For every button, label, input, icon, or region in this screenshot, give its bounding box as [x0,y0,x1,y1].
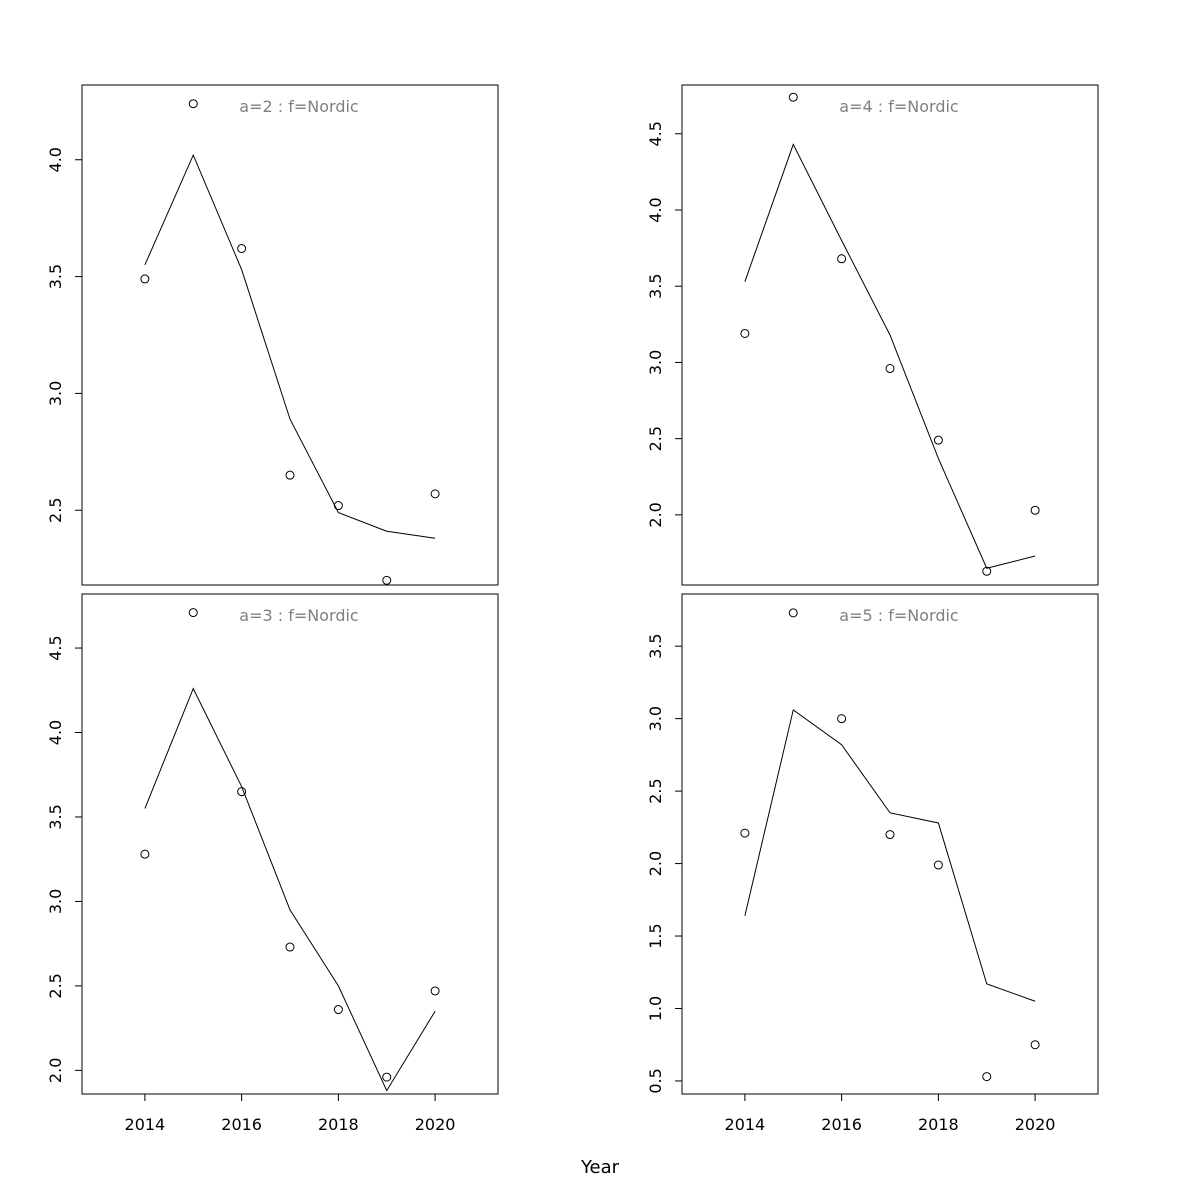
panel-a3: a=3 : f=Nordic 2.0 2.5 3.0 3.5 4.0 4.5 2014 2016… [46,593,499,1134]
observed-point [885,830,895,840]
x-axis-title: Year [580,1157,620,1178]
observed-point [788,608,798,618]
observed-point [285,470,295,480]
panel-title: a=4 : f=Nordic [839,97,958,116]
x-tick-label: 2016 [221,1115,262,1134]
observed-point [237,244,247,254]
y-tick-label: 4.5 [46,635,65,660]
y-axis: 0.5 1.0 1.5 2.0 2.5 3.0 3.5 [646,633,683,1094]
y-tick-label: 2.5 [46,973,65,998]
y-tick-label: 3.0 [46,889,65,914]
y-tick-label: 4.0 [46,147,65,172]
x-axis: 2014 2016 2018 2020 [725,1093,1056,1134]
y-axis: 2.0 2.5 3.0 3.5 4.0 4.5 [646,121,683,528]
y-tick-label: 1.0 [646,996,665,1021]
observed-point [237,787,247,797]
fitted-line [144,153,436,539]
observed-point [382,575,392,585]
x-tick-label: 2016 [821,1115,862,1134]
x-tick-label: 2014 [125,1115,166,1134]
fitted-line [144,687,436,1092]
y-tick-label: 3.5 [46,804,65,829]
observed-point [933,860,943,870]
y-tick-label: 2.0 [46,1058,65,1083]
y-tick-label: 0.5 [646,1068,665,1093]
fitted-line [744,143,1036,569]
y-tick-label: 4.5 [646,121,665,146]
y-axis: 2.5 3.0 3.5 4.0 [46,147,83,523]
y-tick-label: 2.0 [646,502,665,527]
y-tick-label: 3.5 [646,633,665,658]
y-tick-label: 3.0 [46,381,65,406]
panel-title: a=2 : f=Nordic [239,97,358,116]
plot-frame [681,593,1099,1095]
fitted-line [744,709,1036,1002]
y-tick-label: 3.5 [46,264,65,289]
observed-point [1030,1040,1040,1050]
observed-point [382,1072,392,1082]
observed-point [188,608,198,618]
y-tick-label: 4.0 [646,197,665,222]
x-tick-label: 2018 [318,1115,359,1134]
y-tick-label: 2.0 [646,851,665,876]
plot-frame [81,84,499,586]
observed-point [333,1005,343,1015]
observed-point [885,364,895,374]
observed-point [285,942,295,952]
panel-title: a=3 : f=Nordic [239,606,358,625]
x-tick-label: 2018 [918,1115,959,1134]
x-tick-label: 2014 [725,1115,766,1134]
observed-point [740,828,750,838]
observed-point [982,1072,992,1082]
observed-point [188,99,198,109]
observed-point [1030,505,1040,515]
observed-point [982,566,992,576]
y-tick-label: 3.5 [646,273,665,298]
observed-point [430,986,440,996]
observed-point [933,435,943,445]
y-tick-label: 2.5 [46,498,65,523]
x-tick-label: 2020 [415,1115,456,1134]
observed-point [837,254,847,264]
panel-title: a=5 : f=Nordic [839,606,958,625]
panel-a4: a=4 : f=Nordic 2.0 2.5 3.0 3.5 4.0 4.5 [646,84,1099,586]
observed-point [740,328,750,338]
y-tick-label: 2.5 [646,426,665,451]
y-axis: 2.0 2.5 3.0 3.5 4.0 4.5 [46,635,83,1083]
observed-point [788,92,798,102]
observed-point [837,714,847,724]
panel-a2: a=2 : f=Nordic 2.5 3.0 3.5 4.0 [46,84,499,586]
observed-point [333,501,343,511]
y-tick-label: 4.0 [46,720,65,745]
plot-frame [81,593,499,1095]
y-tick-label: 3.0 [646,706,665,731]
observed-point [430,489,440,499]
x-tick-label: 2020 [1015,1115,1056,1134]
y-tick-label: 2.5 [646,778,665,803]
x-axis: 2014 2016 2018 2020 [125,1093,456,1134]
y-tick-label: 1.5 [646,923,665,948]
y-tick-label: 3.0 [646,350,665,375]
observed-point [140,274,150,284]
observed-point [140,849,150,859]
